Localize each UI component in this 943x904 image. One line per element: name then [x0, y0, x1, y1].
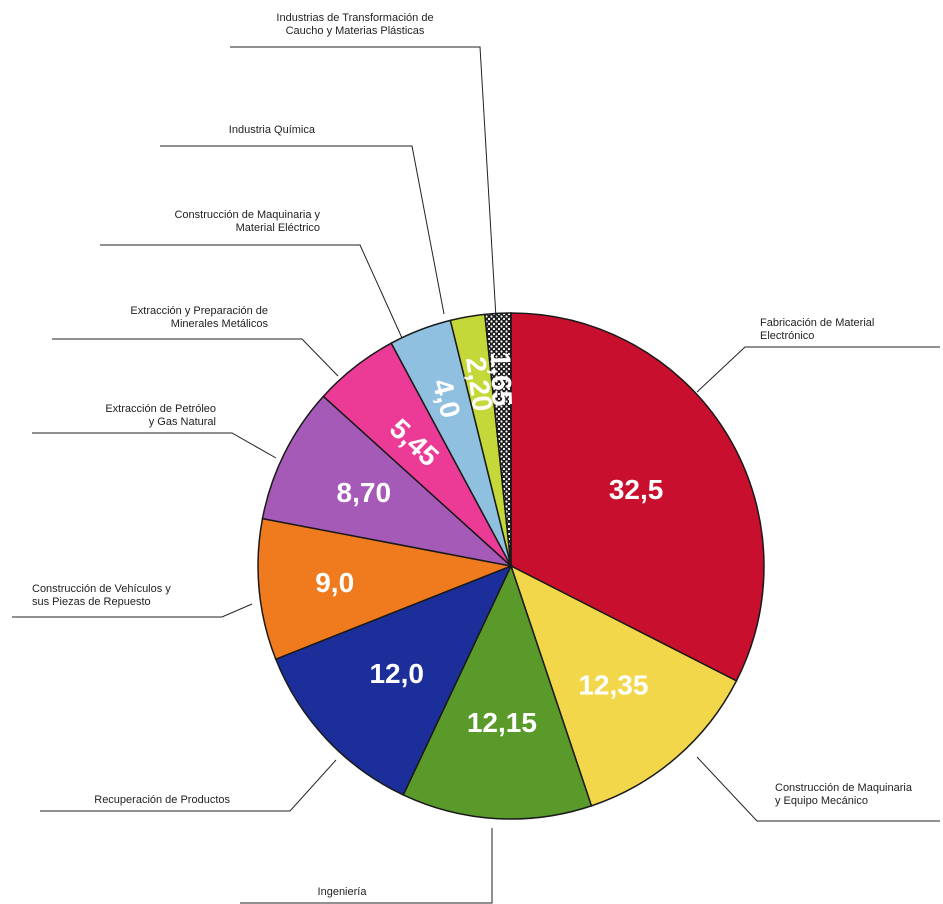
- pie-slices: [257, 312, 765, 820]
- pie-slice: [483, 312, 512, 567]
- pie-value-label: 2,20: [460, 355, 498, 413]
- pie-value-label: 12,35: [578, 669, 648, 700]
- callout-leader-line: [40, 759, 337, 812]
- callout-leader-line: [32, 432, 277, 459]
- pie-slice: [510, 312, 765, 682]
- pie-slice-label: Construcción de Maquinaria y Equipo Mecán…: [775, 782, 913, 807]
- pie-slice: [509, 564, 738, 807]
- pie-callouts: Fabricación de Material Electrónico Constr…: [12, 12, 940, 904]
- callout-leader-line: [160, 145, 445, 315]
- pie-slice-label: Ingeniería: [318, 886, 368, 898]
- pie-slice-label: Fabricación de Material Electrónico: [760, 317, 874, 342]
- pie-value-label: 12,15: [467, 707, 537, 738]
- pie-slice-label: Extracción y Preparación de Minerales Met…: [130, 305, 268, 330]
- pie-slice-label: Recuperación de Productos: [94, 794, 230, 806]
- callout-leader-line: [100, 244, 403, 339]
- pie-value-label: 9,0: [315, 567, 354, 598]
- pie-slice-label: Extracción de Petróleo y Gas Natural: [105, 403, 216, 428]
- callout-leader-line: [696, 756, 940, 822]
- pie-value-label: 32,5: [609, 474, 664, 505]
- pie-slice: [257, 517, 514, 661]
- pie-slice: [402, 563, 593, 820]
- pie-value-label: 1,65: [485, 351, 518, 407]
- pie-slice-label: Industrias de Transformación de Caucho y …: [276, 12, 433, 37]
- callout-leader-line: [52, 338, 339, 377]
- callout-leader-line: [240, 828, 493, 904]
- callout-leader-line: [12, 603, 253, 618]
- pie-slice: [274, 564, 513, 796]
- callout-leader-line: [230, 46, 497, 319]
- pie-slice: [261, 395, 514, 568]
- callout-leader-line: [696, 346, 940, 393]
- pie-value-label: 8,70: [337, 477, 392, 508]
- pie-slice-label: Industria Química: [229, 124, 316, 136]
- pie-slice-label: Construcción de Vehículos y sus Piezas de…: [32, 583, 171, 608]
- pie-slice-label: Construcción de Maquinaria y Material Elé…: [174, 209, 320, 234]
- pie-value-label: 12,0: [369, 658, 424, 689]
